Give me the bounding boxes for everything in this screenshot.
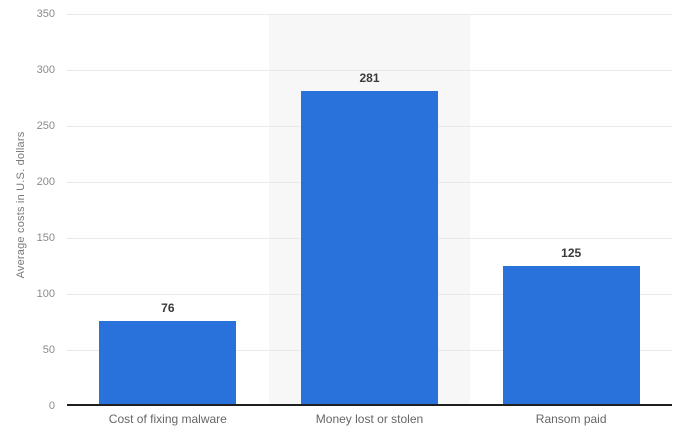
bar-ransom-paid	[502, 266, 640, 406]
y-tick-label: 250	[36, 120, 55, 132]
y-tick-label: 200	[36, 176, 55, 188]
y-tick-label: 100	[36, 288, 55, 300]
bar-value-label: 125	[561, 246, 582, 260]
gridline-300	[67, 70, 672, 71]
bar-money-lost-or-stolen	[300, 91, 439, 406]
y-axis-title: Average costs in U.S. dollars	[15, 131, 27, 279]
y-tick-label: 0	[48, 400, 55, 412]
bar-cost-of-fixing-malware	[99, 320, 237, 406]
category-label-ransom-paid: Ransom paid	[535, 412, 607, 426]
bar-value-label: 76	[161, 300, 175, 315]
y-tick-label: 50	[42, 344, 55, 356]
bar-value-label: 281	[359, 71, 380, 86]
y-tick-label: 300	[36, 64, 55, 76]
y-tick-label: 350	[36, 8, 55, 20]
x-axis-line	[67, 404, 672, 406]
plot-area: 76 281 125	[67, 14, 672, 406]
category-label-cost-of-fixing-malware: Cost of fixing malware	[108, 412, 227, 426]
category-label-money-lost-or-stolen: Money lost or stolen	[315, 412, 424, 426]
gridline-350	[67, 14, 672, 15]
y-tick-label: 150	[36, 232, 55, 244]
